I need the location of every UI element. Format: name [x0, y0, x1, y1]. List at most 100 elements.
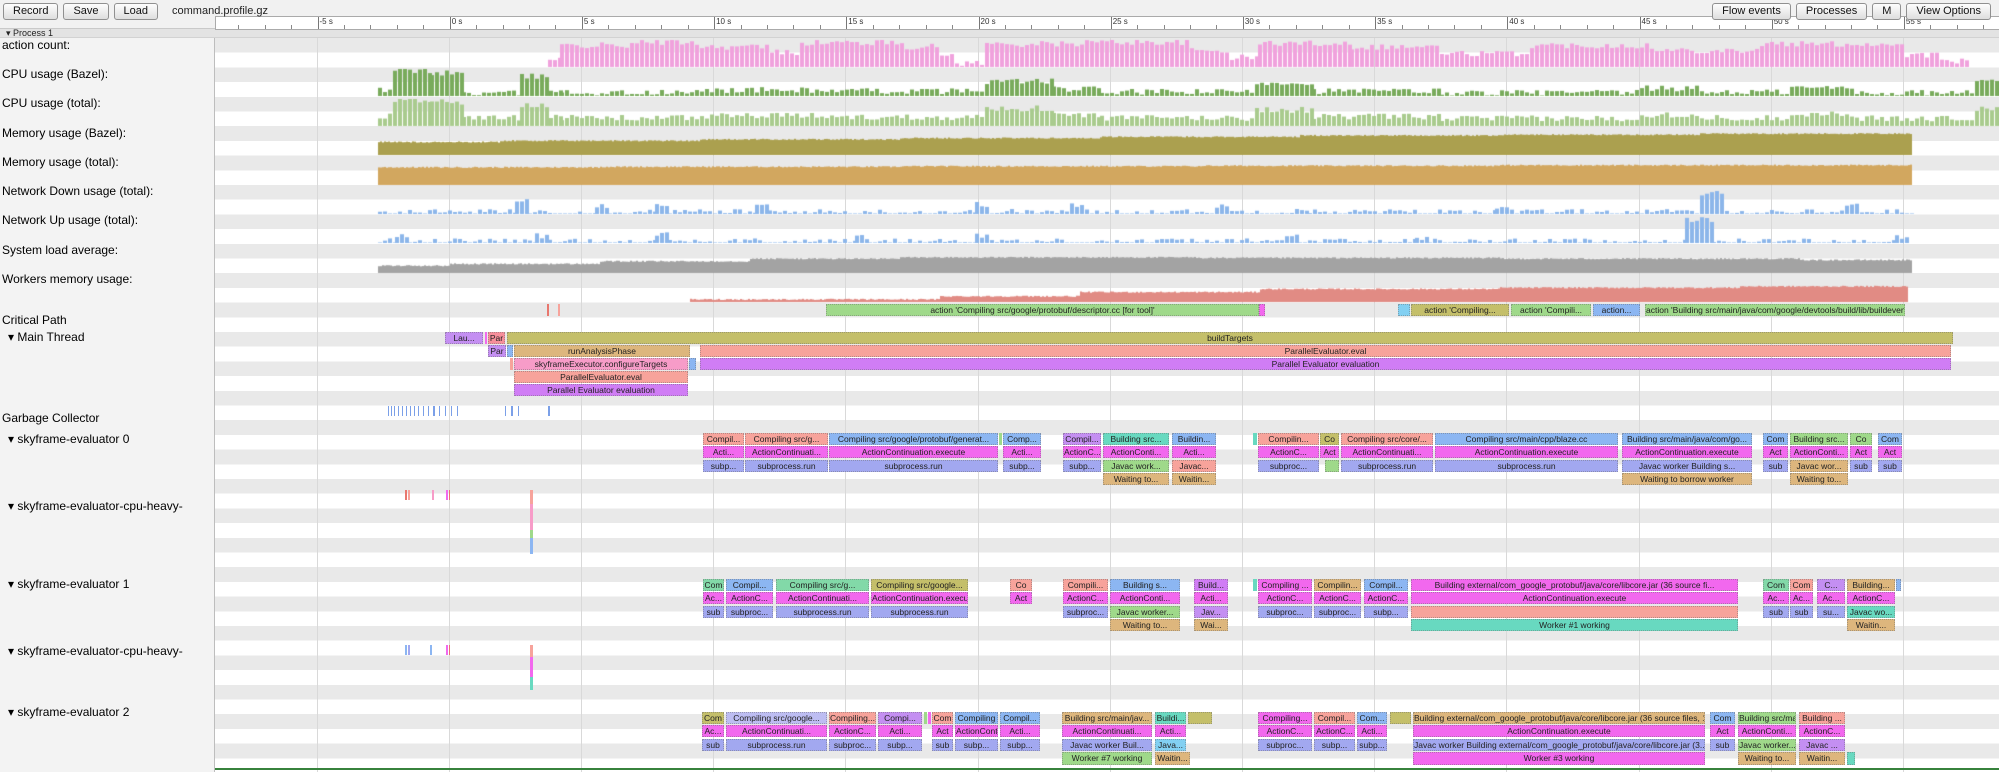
critical-path-slice[interactable]: action 'Compiling... — [1411, 304, 1509, 316]
skyframe-evaluator-0-slice[interactable]: ActionContinuation.execute — [829, 446, 998, 458]
skyframe-evaluator-2-slice[interactable]: ActionC... — [1799, 725, 1845, 737]
skyframe-evaluator-1-slice[interactable]: Build... — [1194, 579, 1228, 591]
view-options-button[interactable]: View Options — [1906, 3, 1991, 20]
skyframe-evaluator-1-slice[interactable]: Acti... — [1194, 592, 1228, 604]
garbage-collector-slice[interactable] — [410, 406, 411, 416]
skyframe-evaluator-0-slice[interactable]: subprocess.run — [745, 460, 828, 472]
skyframe-evaluator-cpu-heavy-1-slice[interactable] — [405, 490, 407, 500]
garbage-collector-slice[interactable] — [423, 406, 424, 416]
skyframe-evaluator-2-slice[interactable]: Compi... — [878, 712, 922, 724]
skyframe-evaluator-2-slice[interactable]: Ac... — [702, 725, 724, 737]
skyframe-evaluator-0-slice[interactable]: Acti... — [703, 446, 744, 458]
track-label-skyframe-evaluator-2[interactable]: ▾ skyframe-evaluator 2 — [8, 705, 130, 719]
skyframe-evaluator-1-slice[interactable]: subproc... — [726, 606, 773, 618]
skyframe-evaluator-0-slice[interactable] — [999, 433, 1002, 445]
skyframe-evaluator-2-slice[interactable]: Building ... — [1799, 712, 1845, 724]
skyframe-evaluator-0-slice[interactable]: ActionContinuati... — [1341, 446, 1433, 458]
skyframe-evaluator-0-slice[interactable]: subprocess.run — [829, 460, 998, 472]
critical-path-slice[interactable]: action... — [1593, 304, 1640, 316]
skyframe-evaluator-cpu-heavy-1-slice[interactable] — [432, 490, 434, 500]
skyframe-evaluator-0-slice[interactable]: Compil... — [1063, 433, 1101, 445]
skyframe-evaluator-2-slice[interactable]: Acti... — [1357, 725, 1387, 737]
main-thread-slice[interactable]: Par — [488, 332, 505, 344]
skyframe-evaluator-1-slice[interactable]: subproc... — [1314, 606, 1361, 618]
main-thread-slice[interactable]: Parallel Evaluator evaluation — [514, 384, 688, 396]
skyframe-evaluator-0-slice[interactable]: sub — [1878, 460, 1902, 472]
skyframe-evaluator-2-slice[interactable]: Act — [932, 725, 953, 737]
skyframe-evaluator-2-slice[interactable]: Worker #3 working — [1413, 752, 1705, 765]
garbage-collector-slice[interactable] — [445, 406, 446, 416]
garbage-collector-slice[interactable] — [391, 406, 392, 416]
skyframe-evaluator-0-slice[interactable]: Act — [1850, 446, 1872, 458]
skyframe-evaluator-1-slice[interactable]: Waitin... — [1847, 619, 1895, 631]
skyframe-evaluator-0-slice[interactable]: Building src/main/java/com/go... — [1622, 433, 1752, 445]
garbage-collector-slice[interactable] — [418, 406, 419, 416]
garbage-collector-slice[interactable] — [402, 406, 403, 416]
skyframe-evaluator-cpu-heavy-2-slice[interactable] — [405, 645, 407, 655]
skyframe-evaluator-1-slice[interactable]: Building external/com_google_protobuf/ja… — [1411, 579, 1738, 591]
skyframe-evaluator-0-slice[interactable]: subp... — [1063, 460, 1101, 472]
skyframe-evaluator-0-slice[interactable]: Co — [1850, 433, 1872, 445]
skyframe-evaluator-1-slice[interactable]: sub — [1763, 606, 1789, 618]
main-thread-slice[interactable] — [689, 358, 696, 370]
skyframe-evaluator-0-slice[interactable]: ActionContinuati... — [745, 446, 828, 458]
skyframe-evaluator-0-slice[interactable]: ActionContinuation.execute — [1435, 446, 1618, 458]
skyframe-evaluator-2-slice[interactable]: ActionContinuati... — [726, 725, 827, 737]
skyframe-evaluator-2-slice[interactable]: subp... — [878, 739, 922, 751]
skyframe-evaluator-0-slice[interactable]: Javac worker Building s... — [1622, 460, 1752, 472]
main-thread-slice[interactable]: runAnalysisPhase — [514, 345, 690, 357]
main-thread-slice[interactable]: Parallel Evaluator evaluation — [700, 358, 1951, 370]
main-thread-slice[interactable]: ParallelEvaluator.eval — [700, 345, 1951, 357]
skyframe-evaluator-1-slice[interactable]: ActionC... — [1258, 592, 1312, 604]
skyframe-evaluator-0-slice[interactable]: subprocess.run — [1341, 460, 1433, 472]
skyframe-evaluator-2-slice[interactable]: ActionContinua — [955, 725, 998, 737]
skyframe-evaluator-2-slice[interactable]: subp... — [1000, 739, 1040, 751]
skyframe-evaluator-1-slice[interactable]: Ac... — [1817, 592, 1845, 604]
garbage-collector-slice[interactable] — [388, 406, 389, 416]
skyframe-evaluator-1-slice[interactable]: Waiting to... — [1110, 619, 1180, 631]
critical-path-slice[interactable] — [547, 304, 549, 316]
metrics-button[interactable]: M — [1872, 3, 1902, 20]
skyframe-evaluator-0-slice[interactable]: Act — [1878, 446, 1902, 458]
skyframe-evaluator-1-slice[interactable]: ActionC... — [1847, 592, 1895, 604]
skyframe-evaluator-0-slice[interactable]: subp... — [703, 460, 744, 472]
skyframe-evaluator-2-slice[interactable] — [1188, 712, 1212, 724]
skyframe-evaluator-0-slice[interactable]: Acti... — [1003, 446, 1041, 458]
skyframe-evaluator-0-slice[interactable]: Compiling src/core/... — [1341, 433, 1433, 445]
garbage-collector-slice[interactable] — [511, 406, 513, 416]
skyframe-evaluator-0-slice[interactable]: Waitin... — [1172, 473, 1216, 485]
skyframe-evaluator-1-slice[interactable]: Compil... — [1364, 579, 1408, 591]
main-thread-slice[interactable]: buildTargets — [507, 332, 1953, 344]
skyframe-evaluator-2-slice[interactable]: Java... — [1155, 739, 1186, 751]
skyframe-evaluator-1-slice[interactable]: Compiling src/google... — [871, 579, 968, 591]
skyframe-evaluator-0-slice[interactable]: Waiting to... — [1103, 473, 1169, 485]
garbage-collector-slice[interactable] — [451, 406, 452, 416]
skyframe-evaluator-0-slice[interactable]: subp... — [1003, 460, 1041, 472]
skyframe-evaluator-2-slice[interactable]: Javac worker... — [1738, 739, 1796, 751]
skyframe-evaluator-1-slice[interactable]: Com — [703, 579, 724, 591]
skyframe-evaluator-2-slice[interactable]: Javac worker Buil... — [1062, 739, 1152, 751]
processes-button[interactable]: Processes — [1795, 3, 1868, 20]
skyframe-evaluator-1-slice[interactable]: sub — [1790, 606, 1813, 618]
skyframe-evaluator-2-slice[interactable]: sub — [702, 739, 724, 751]
main-thread-slice[interactable]: Lau... — [445, 332, 483, 344]
skyframe-evaluator-1-slice[interactable]: Co — [1010, 579, 1032, 591]
skyframe-evaluator-0-slice[interactable]: Buildin... — [1172, 433, 1216, 445]
skyframe-evaluator-1-slice[interactable]: subproc... — [1063, 606, 1108, 618]
skyframe-evaluator-0-slice[interactable]: Act — [1320, 446, 1339, 458]
skyframe-evaluator-1-slice[interactable]: Compilin... — [1314, 579, 1361, 591]
skyframe-evaluator-0-slice[interactable]: Waiting to... — [1790, 473, 1848, 485]
critical-path-slice[interactable]: action 'Compiling src/google/protobuf/de… — [826, 304, 1259, 316]
skyframe-evaluator-cpu-heavy-1-slice[interactable] — [446, 490, 448, 500]
skyframe-evaluator-2-slice[interactable]: subp... — [1314, 739, 1355, 751]
skyframe-evaluator-1-slice[interactable]: ActionC... — [1063, 592, 1108, 604]
skyframe-evaluator-2-slice[interactable]: Acti... — [1000, 725, 1040, 737]
skyframe-evaluator-1-slice[interactable]: ActionContinuation.execu... — [871, 592, 968, 604]
skyframe-evaluator-2-slice[interactable]: ActionC... — [829, 725, 876, 737]
skyframe-evaluator-2-slice[interactable]: subprocess.run — [726, 739, 827, 751]
main-thread-slice[interactable] — [507, 345, 513, 357]
garbage-collector-slice[interactable] — [518, 406, 519, 416]
skyframe-evaluator-0-slice[interactable]: sub — [1850, 460, 1872, 472]
skyframe-evaluator-2-slice[interactable]: Waitin... — [1799, 752, 1845, 765]
skyframe-evaluator-cpu-heavy-2-slice[interactable] — [430, 645, 432, 655]
